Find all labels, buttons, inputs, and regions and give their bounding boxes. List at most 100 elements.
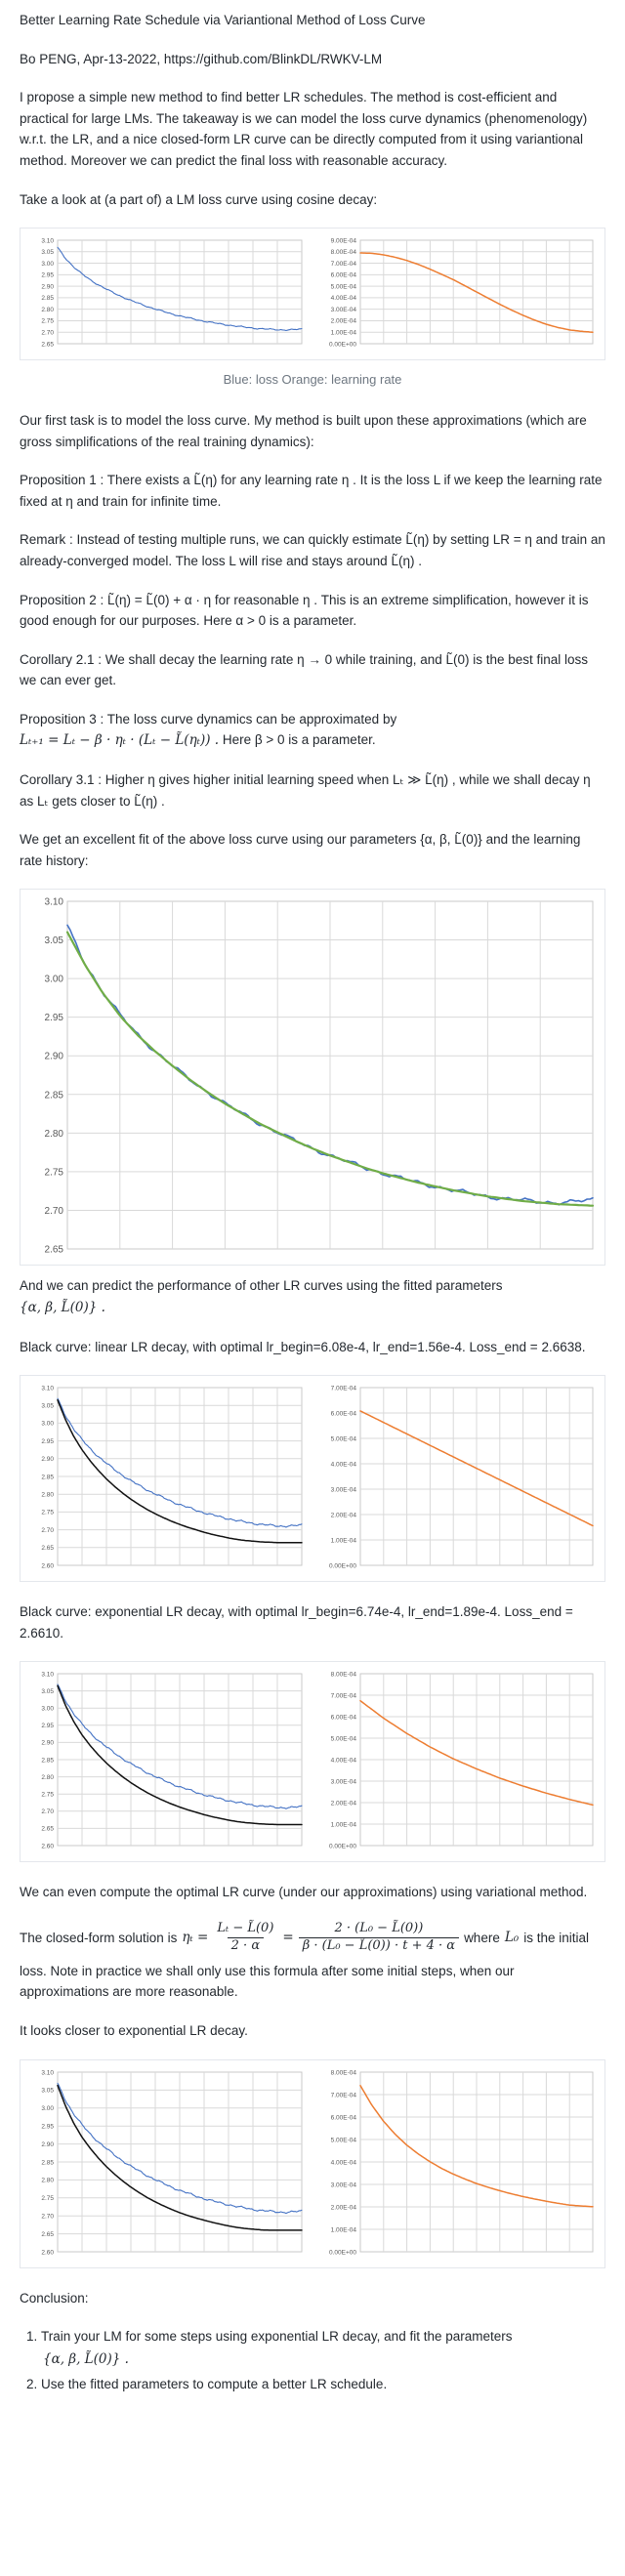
svg-text:2.80: 2.80: [41, 1774, 54, 1781]
closer-paragraph: It looks closer to exponential LR decay.: [20, 2022, 248, 2038]
variational-paragraph: We can even compute the optimal LR curve…: [20, 1885, 588, 1900]
figure-caption: Blue: loss Orange: learning rate: [223, 372, 402, 388]
svg-text:2.80: 2.80: [41, 2177, 54, 2183]
svg-text:0.00E+00: 0.00E+00: [329, 1844, 356, 1850]
conclusion-item-1-text: Train your LM for some steps using expon…: [41, 2329, 513, 2345]
svg-text:9.00E-04: 9.00E-04: [331, 237, 357, 244]
svg-text:2.95: 2.95: [41, 1438, 54, 1445]
closed-form-fraction-1: Lₜ − L̃(0) 2 · α: [213, 1921, 277, 1955]
svg-text:0.00E+00: 0.00E+00: [329, 1563, 356, 1570]
svg-text:7.00E-04: 7.00E-04: [331, 261, 357, 268]
svg-text:4.00E-04: 4.00E-04: [331, 2159, 357, 2166]
conclusion-item-2-text: Use the fitted parameters to compute a b…: [41, 2377, 388, 2392]
black-linear-paragraph: Black curve: linear LR decay, with optim…: [20, 1339, 586, 1354]
conclusion-item-1-parameters: {α, β, L̃(0)} .: [43, 2350, 129, 2367]
svg-text:3.05: 3.05: [41, 1688, 54, 1695]
fraction-2-numerator: 2 · (L₀ − L̃(0)): [334, 1921, 424, 1936]
take-a-look-paragraph: Take a look at (a part of) a LM loss cur…: [20, 191, 378, 207]
svg-text:4.00E-04: 4.00E-04: [331, 295, 357, 302]
svg-text:2.95: 2.95: [41, 272, 54, 279]
svg-text:2.80: 2.80: [41, 307, 54, 313]
predict-parameters: {α, β, L̃(0)} .: [20, 1300, 105, 1316]
svg-text:2.90: 2.90: [41, 284, 54, 291]
proposition-3-formula: Lₜ₊₁ = Lₜ − β · ηₜ · (Lₜ − L̃(ηₜ)) .: [20, 732, 220, 749]
closed-form-formula: The closed-form solution is ηₜ = Lₜ − L̃…: [20, 1921, 605, 1955]
svg-text:1.00E-04: 1.00E-04: [331, 2226, 357, 2233]
svg-text:3.00E-04: 3.00E-04: [331, 1779, 357, 1786]
svg-text:3.10: 3.10: [41, 237, 54, 244]
proposition-3-text: Proposition 3 : The loss curve dynamics …: [20, 711, 397, 727]
conclusion-heading: Conclusion:: [20, 2290, 89, 2306]
conclusion-list: Train your LM for some steps using expon…: [20, 2326, 605, 2395]
svg-text:2.70: 2.70: [41, 330, 54, 337]
svg-text:2.75: 2.75: [45, 1168, 64, 1179]
svg-text:3.00: 3.00: [41, 2105, 54, 2112]
svg-text:2.75: 2.75: [41, 1792, 54, 1799]
fraction-1-numerator: Lₜ − L̃(0): [217, 1921, 274, 1936]
figure-loss-fit: 3.10 3.05 3.00 2.95 2.90 2.85 2.80 2.75 2.70 2.65: [20, 889, 605, 1267]
svg-text:2.95: 2.95: [41, 2123, 54, 2130]
predict-paragraph: And we can predict the performance of ot…: [20, 1275, 605, 1318]
predict-text: And we can predict the performance of ot…: [20, 1278, 503, 1294]
svg-text:2.65: 2.65: [41, 341, 54, 348]
closed-form-equals: =: [282, 1929, 294, 1945]
svg-text:3.05: 3.05: [41, 249, 54, 256]
loss-comparison-optimal-chart: 3.10 3.05 3.00 2.95 2.90 2.85 2.80 2.75 2.70 2.65…: [41, 2069, 303, 2256]
proposition-2: Proposition 2 : L̃(η) = L̃(0) + α · η fo…: [20, 592, 589, 629]
lr-exponential-chart: 8.00E-04 7.00E-04 6.00E-04 5.00E-04 4.00E-04…: [329, 1672, 594, 1850]
svg-text:3.00: 3.00: [41, 261, 54, 268]
figure-cosine-run: 3.10 3.05 3.00 2.95 2.90 2.85 2.80 2.75 2.70 2.65…: [20, 228, 605, 361]
lr-linear-chart: 7.00E-04 6.00E-04 5.00E-04 4.00E-04 3.00E-04…: [329, 1386, 594, 1570]
svg-text:8.00E-04: 8.00E-04: [331, 249, 357, 256]
excellent-fit-paragraph: We get an excellent fit of the above los…: [20, 832, 581, 868]
svg-text:6.00E-04: 6.00E-04: [331, 1715, 357, 1722]
lr-optimal-chart: 8.00E-04 7.00E-04 6.00E-04 5.00E-04 4.00E-04…: [329, 2069, 594, 2256]
svg-text:3.05: 3.05: [41, 2087, 54, 2094]
svg-text:6.00E-04: 6.00E-04: [331, 1411, 357, 1418]
closed-form-lhs: ηₜ =: [182, 1929, 209, 1945]
svg-text:2.85: 2.85: [41, 1758, 54, 1765]
svg-text:7.00E-04: 7.00E-04: [331, 2092, 357, 2098]
svg-text:3.00: 3.00: [41, 1706, 54, 1713]
intro-paragraph: I propose a simple new method to find be…: [20, 90, 588, 168]
svg-text:2.70: 2.70: [41, 1527, 54, 1534]
svg-text:2.70: 2.70: [41, 2213, 54, 2220]
svg-text:2.85: 2.85: [41, 2159, 54, 2166]
closed-form-rest-paragraph: loss. Note in practice we shall only use…: [20, 1963, 515, 2000]
svg-text:7.00E-04: 7.00E-04: [331, 1693, 357, 1700]
svg-text:1.00E-04: 1.00E-04: [331, 1538, 357, 1545]
conclusion-item-2: Use the fitted parameters to compute a b…: [41, 2374, 605, 2395]
proposition-3: Proposition 3 : The loss curve dynamics …: [20, 709, 605, 752]
loss-comparison-linear-chart: 3.10 3.05 3.00 2.95 2.90 2.85 2.80 2.75 2.70 2.65…: [41, 1386, 303, 1570]
svg-text:2.65: 2.65: [45, 1245, 64, 1256]
svg-text:8.00E-04: 8.00E-04: [331, 2069, 357, 2076]
svg-text:2.90: 2.90: [41, 2140, 54, 2147]
proposition-3-rest: Here β > 0 is a parameter.: [219, 732, 376, 748]
learning-rate-chart: 9.00E-04 8.00E-04 7.00E-04 6.00E-04 5.00E-04…: [329, 237, 594, 348]
figure-linear-decay: 3.10 3.05 3.00 2.95 2.90 2.85 2.80 2.75 2.70 2.65…: [20, 1375, 605, 1583]
closed-form-tail-2: L₀: [504, 1929, 520, 1945]
svg-text:0.00E+00: 0.00E+00: [329, 2249, 356, 2256]
closed-form-fraction-2: 2 · (L₀ − L̃(0)) β · (L₀ − L̃(0)) · t + …: [298, 1921, 460, 1955]
document-body: Better Learning Rate Schedule via Varian…: [0, 0, 625, 2440]
svg-text:3.10: 3.10: [41, 1672, 54, 1679]
svg-text:3.10: 3.10: [41, 1386, 54, 1392]
svg-text:2.90: 2.90: [41, 1456, 54, 1463]
svg-text:3.05: 3.05: [41, 1403, 54, 1410]
closed-form-tail-1: where: [464, 1930, 500, 1945]
svg-text:2.90: 2.90: [45, 1052, 64, 1062]
svg-text:3.05: 3.05: [45, 936, 64, 947]
svg-text:2.75: 2.75: [41, 318, 54, 325]
figure-optimal-decay: 3.10 3.05 3.00 2.95 2.90 2.85 2.80 2.75 2.70 2.65…: [20, 2058, 605, 2268]
svg-text:2.60: 2.60: [41, 1563, 54, 1570]
svg-text:2.80: 2.80: [45, 1129, 64, 1140]
svg-text:3.00: 3.00: [41, 1421, 54, 1428]
svg-text:2.85: 2.85: [41, 1475, 54, 1481]
svg-text:3.00E-04: 3.00E-04: [331, 1487, 357, 1494]
closed-form-tail-3: is the initial: [523, 1930, 590, 1945]
svg-text:1.00E-04: 1.00E-04: [331, 1822, 357, 1829]
conclusion-item-1: Train your LM for some steps using expon…: [41, 2326, 605, 2370]
svg-text:5.00E-04: 5.00E-04: [331, 1736, 357, 1743]
loss-chart: 3.10 3.05 3.00 2.95 2.90 2.85 2.80 2.75 2.70 2.65: [41, 237, 303, 348]
remark: Remark : Instead of testing multiple run…: [20, 532, 605, 568]
